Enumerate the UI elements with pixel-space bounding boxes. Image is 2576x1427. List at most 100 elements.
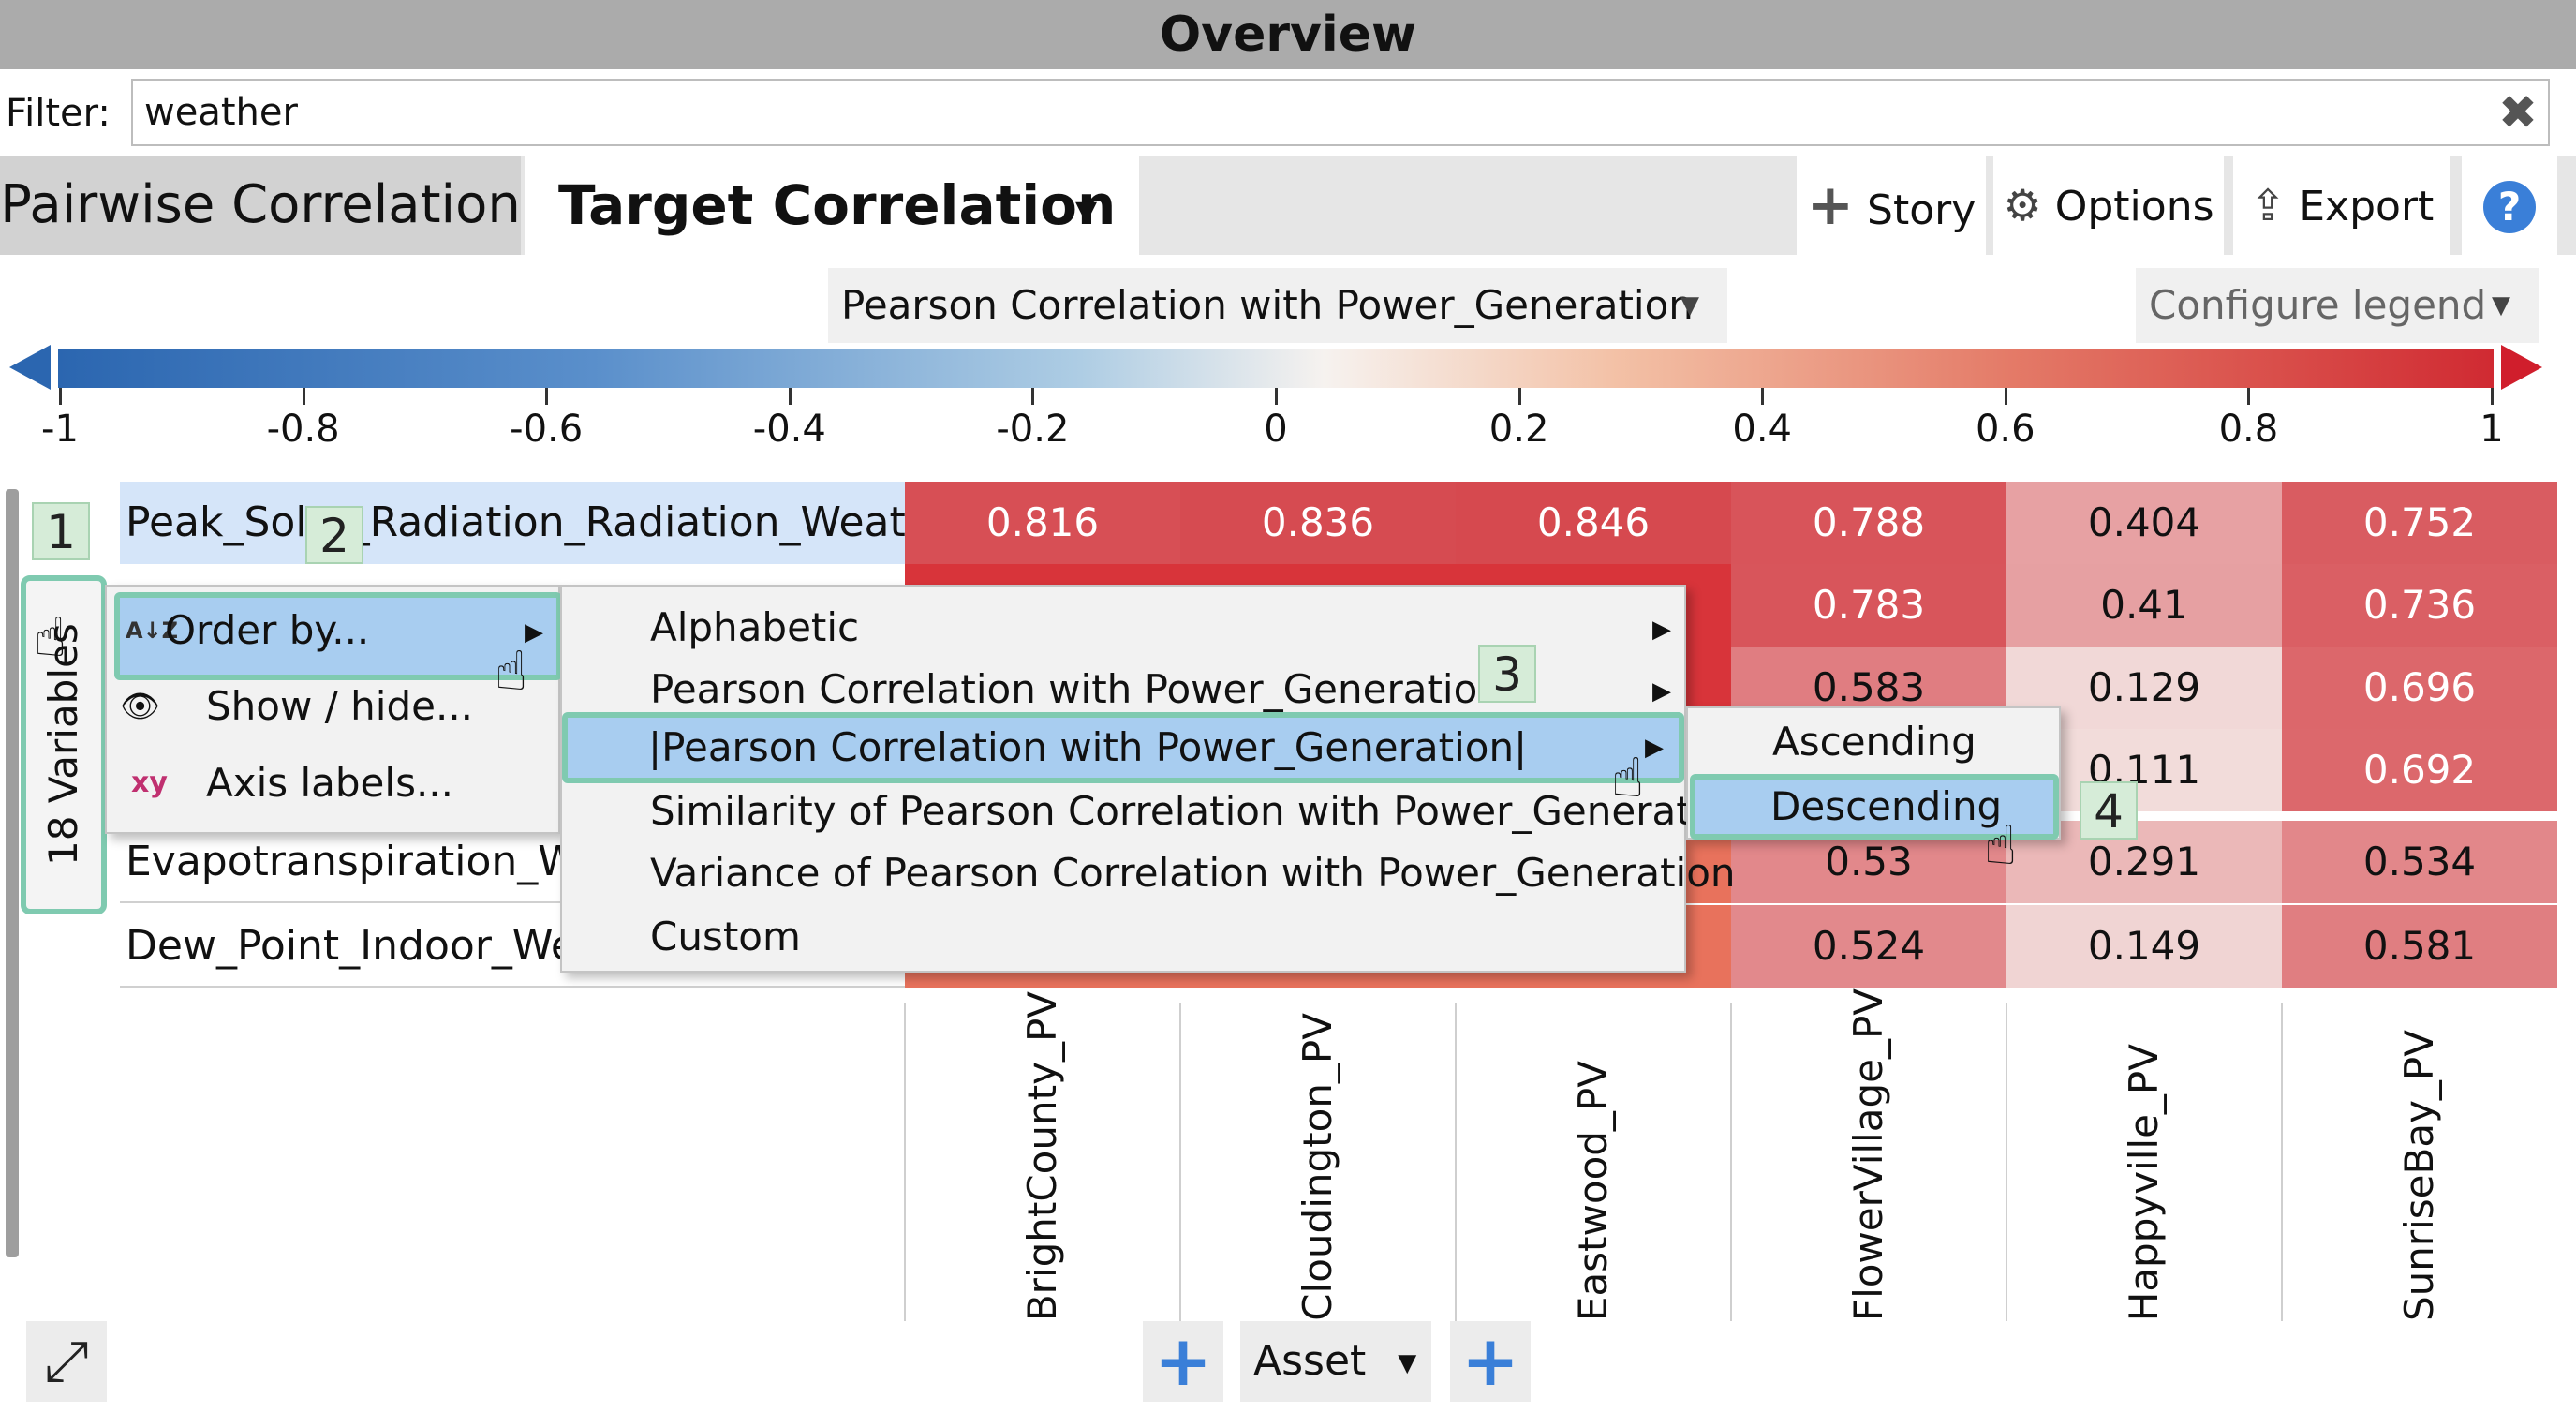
- column-label-text: Eastwood_PV: [1570, 1060, 1616, 1321]
- heatmap-cell[interactable]: 0.404: [2006, 482, 2282, 564]
- sort-az-icon: A↓Z: [126, 617, 179, 644]
- expand-icon[interactable]: ⤢: [26, 1321, 107, 1402]
- story-label: Story: [1867, 186, 1976, 234]
- axis-labels-icon: xy: [131, 766, 168, 799]
- heatmap-cell[interactable]: 0.524: [1731, 905, 2006, 988]
- order-custom-label: Custom: [650, 914, 801, 959]
- sort-descending[interactable]: Descending: [1690, 774, 2059, 840]
- column-separator: [1179, 1003, 1181, 1321]
- column-label[interactable]: Happyville_PV: [2006, 1003, 2282, 1321]
- eye-icon: 👁: [120, 688, 161, 725]
- heatmap-cell[interactable]: 0.291: [2006, 821, 2282, 903]
- column-label-text: Cloudington_PV: [1295, 1013, 1340, 1321]
- heatmap-cell[interactable]: 0.836: [1180, 482, 1456, 564]
- submenu-arrow-icon: ▶: [1652, 677, 1671, 706]
- heatmap-cell[interactable]: 0.846: [1456, 482, 1731, 564]
- legend-tick: [1031, 388, 1035, 405]
- asset-dropdown[interactable]: Asset ▼: [1240, 1321, 1431, 1402]
- tab-dropdown-icon[interactable]: ▼: [1075, 195, 1098, 228]
- legend-tick-label: -0.2: [996, 408, 1070, 451]
- add-column-left-button[interactable]: +: [1143, 1321, 1223, 1402]
- filter-input[interactable]: [131, 79, 2550, 146]
- order-alphabetic-label: Alphabetic: [650, 604, 860, 650]
- column-separator: [2281, 1003, 2283, 1321]
- menu-item-show-hide[interactable]: 👁 Show / hide...: [114, 676, 551, 736]
- export-button[interactable]: ⇪ Export: [2233, 156, 2450, 255]
- legend-tick: [2491, 388, 2494, 405]
- legend-tick: [2004, 388, 2007, 405]
- legend-tick-label: 0: [1264, 408, 1288, 451]
- story-button[interactable]: + Story: [1797, 156, 1986, 255]
- sort-ascending-label: Ascending: [1772, 719, 1976, 765]
- column-label[interactable]: BrightCounty_PV: [905, 991, 1180, 1321]
- row-label-peak-solar-radiation[interactable]: Peak_Solar_Radiation_Radiation_Weather: [120, 482, 907, 564]
- hand-cursor-icon: ☝: [495, 639, 528, 703]
- plus-icon: +: [1806, 172, 1855, 238]
- tab-pairwise-correlation[interactable]: Pairwise Correlation: [0, 156, 521, 255]
- menu-item-order-by[interactable]: A↓Z Order by... ▶: [114, 592, 562, 680]
- column-label-text: FlowerVillage_PV: [1845, 988, 1891, 1321]
- legend-tick: [788, 388, 792, 405]
- heatmap-cell[interactable]: 0.581: [2282, 905, 2557, 988]
- configure-legend-label: Configure legend: [2149, 282, 2487, 328]
- column-label-text: SunriseBay_PV: [2396, 1029, 2442, 1321]
- step-badge-1: 1: [32, 502, 90, 560]
- window-title: Overview: [0, 0, 2576, 69]
- legend-max-arrow-icon: [2501, 345, 2542, 390]
- heatmap-cell[interactable]: 0.696: [2282, 647, 2557, 729]
- column-label[interactable]: Cloudington_PV: [1180, 1003, 1456, 1321]
- order-alphabetic[interactable]: Alphabetic ▶: [566, 598, 1682, 658]
- legend-tick: [302, 388, 305, 405]
- legend-tick: [1761, 388, 1765, 405]
- metric-dropdown-label: Pearson Correlation with Power_Generatio…: [841, 282, 1694, 328]
- submenu-arrow-icon: ▶: [525, 618, 543, 647]
- legend-tick-label: 1: [2480, 408, 2504, 451]
- export-icon: ⇪: [2249, 180, 2287, 230]
- menu-item-axis-labels[interactable]: xy Axis labels...: [114, 753, 551, 813]
- heatmap-cell[interactable]: 0.816: [905, 482, 1180, 564]
- legend-tick-label: -0.6: [510, 408, 584, 451]
- order-similarity[interactable]: Similarity of Pearson Correlation with P…: [566, 781, 1752, 841]
- heatmap-cell[interactable]: 0.736: [2282, 564, 2557, 647]
- legend-tick-label: 0.2: [1488, 408, 1549, 451]
- heatmap-cell[interactable]: 0.149: [2006, 905, 2282, 988]
- axis-labels-label: Axis labels...: [206, 760, 453, 806]
- options-button[interactable]: ⚙ Options: [1993, 156, 2224, 255]
- export-label: Export: [2299, 183, 2435, 230]
- order-variance[interactable]: Variance of Pearson Correlation with Pow…: [566, 843, 1736, 903]
- column-separator: [2006, 1003, 2007, 1321]
- tab-target-correlation[interactable]: Target Correlation: [525, 156, 1139, 255]
- order-absolute-pearson[interactable]: |Pearson Correlation with Power_Generati…: [562, 712, 1684, 783]
- legend-tick: [545, 388, 549, 405]
- order-custom[interactable]: Custom: [566, 907, 1682, 967]
- submenu-arrow-icon: ▶: [1652, 616, 1671, 644]
- metric-dropdown[interactable]: Pearson Correlation with Power_Generatio…: [828, 268, 1727, 343]
- column-label-text: BrightCounty_PV: [1019, 990, 1065, 1321]
- column-label[interactable]: SunriseBay_PV: [2282, 1003, 2557, 1321]
- heatmap-cell[interactable]: 0.752: [2282, 482, 2557, 564]
- sort-ascending[interactable]: Ascending: [1692, 712, 2057, 772]
- legend-tick: [1275, 388, 1278, 405]
- hand-cursor-icon: ☝: [34, 605, 67, 669]
- hand-cursor-icon: ☝: [1611, 746, 1645, 810]
- heatmap-cell[interactable]: 0.692: [2282, 729, 2557, 811]
- heatmap-cell[interactable]: 0.534: [2282, 821, 2557, 903]
- heatmap-cell[interactable]: 0.788: [1731, 482, 2006, 564]
- order-pearson[interactable]: Pearson Correlation with Power_Generatio…: [566, 660, 1682, 720]
- configure-legend-dropdown[interactable]: Configure legend ▼: [2136, 268, 2539, 343]
- step-badge-3: 3: [1478, 645, 1536, 703]
- heatmap-cell[interactable]: 0.783: [1731, 564, 2006, 647]
- order-pearson-label: Pearson Correlation with Power_Generatio…: [650, 666, 1503, 712]
- vertical-scrollbar[interactable]: [6, 489, 19, 1257]
- help-button[interactable]: ?: [2462, 156, 2557, 255]
- column-label[interactable]: Eastwood_PV: [1456, 1003, 1731, 1321]
- add-column-right-button[interactable]: +: [1450, 1321, 1531, 1402]
- asset-label: Asset: [1253, 1337, 1367, 1385]
- heatmap-cell[interactable]: 0.41: [2006, 564, 2282, 647]
- clear-filter-icon[interactable]: ✖: [2498, 85, 2538, 140]
- help-icon: ?: [2483, 181, 2536, 233]
- hand-cursor-icon: ☝: [1984, 813, 2018, 877]
- chevron-down-icon: ▼: [1680, 291, 1699, 320]
- color-legend-bar: [58, 349, 2494, 388]
- column-label[interactable]: FlowerVillage_PV: [1731, 988, 2006, 1321]
